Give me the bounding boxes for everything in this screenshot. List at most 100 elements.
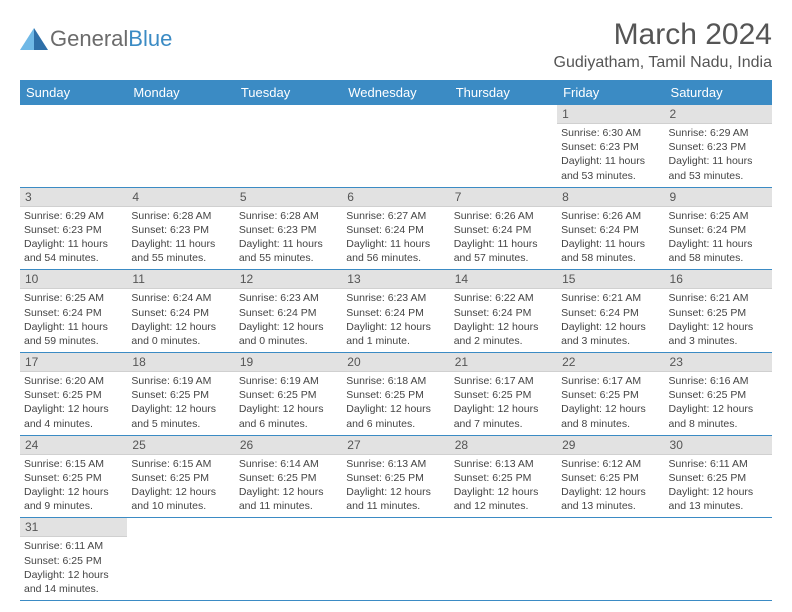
daylight-line: Daylight: 12 hours and 8 minutes. (669, 402, 768, 430)
calendar-cell: 27Sunrise: 6:13 AMSunset: 6:25 PMDayligh… (342, 435, 449, 518)
calendar-cell: 14Sunrise: 6:22 AMSunset: 6:24 PMDayligh… (450, 270, 557, 353)
sunrise-line: Sunrise: 6:12 AM (561, 457, 660, 471)
day-number: 2 (665, 105, 772, 124)
calendar-cell: 10Sunrise: 6:25 AMSunset: 6:24 PMDayligh… (20, 270, 127, 353)
day-details: Sunrise: 6:23 AMSunset: 6:24 PMDaylight:… (342, 289, 449, 352)
sunset-line: Sunset: 6:25 PM (454, 471, 553, 485)
day-details: Sunrise: 6:30 AMSunset: 6:23 PMDaylight:… (557, 124, 664, 187)
daylight-line: Daylight: 12 hours and 3 minutes. (669, 320, 768, 348)
day-details: Sunrise: 6:29 AMSunset: 6:23 PMDaylight:… (20, 207, 127, 270)
day-number: 9 (665, 188, 772, 207)
calendar-cell: 6Sunrise: 6:27 AMSunset: 6:24 PMDaylight… (342, 187, 449, 270)
calendar-cell: 4Sunrise: 6:28 AMSunset: 6:23 PMDaylight… (127, 187, 234, 270)
daylight-line: Daylight: 12 hours and 6 minutes. (346, 402, 445, 430)
sunrise-line: Sunrise: 6:28 AM (131, 209, 230, 223)
calendar-row: 31Sunrise: 6:11 AMSunset: 6:25 PMDayligh… (20, 518, 772, 601)
sunrise-line: Sunrise: 6:23 AM (239, 291, 338, 305)
sunset-line: Sunset: 6:23 PM (24, 223, 123, 237)
sunrise-line: Sunrise: 6:11 AM (669, 457, 768, 471)
day-details: Sunrise: 6:13 AMSunset: 6:25 PMDaylight:… (342, 455, 449, 518)
daylight-line: Daylight: 12 hours and 8 minutes. (561, 402, 660, 430)
sunset-line: Sunset: 6:24 PM (561, 306, 660, 320)
day-details: Sunrise: 6:17 AMSunset: 6:25 PMDaylight:… (557, 372, 664, 435)
daylight-line: Daylight: 12 hours and 3 minutes. (561, 320, 660, 348)
sunset-line: Sunset: 6:23 PM (239, 223, 338, 237)
sunrise-line: Sunrise: 6:19 AM (131, 374, 230, 388)
sunrise-line: Sunrise: 6:13 AM (346, 457, 445, 471)
day-number: 8 (557, 188, 664, 207)
day-details: Sunrise: 6:17 AMSunset: 6:25 PMDaylight:… (450, 372, 557, 435)
calendar-cell: 5Sunrise: 6:28 AMSunset: 6:23 PMDaylight… (235, 187, 342, 270)
daylight-line: Daylight: 11 hours and 56 minutes. (346, 237, 445, 265)
sunrise-line: Sunrise: 6:26 AM (454, 209, 553, 223)
sunrise-line: Sunrise: 6:15 AM (131, 457, 230, 471)
sunset-line: Sunset: 6:25 PM (131, 388, 230, 402)
day-details: Sunrise: 6:25 AMSunset: 6:24 PMDaylight:… (665, 207, 772, 270)
day-number: 20 (342, 353, 449, 372)
day-details: Sunrise: 6:18 AMSunset: 6:25 PMDaylight:… (342, 372, 449, 435)
day-number: 16 (665, 270, 772, 289)
calendar-cell (20, 105, 127, 187)
calendar-cell (235, 518, 342, 601)
day-details: Sunrise: 6:21 AMSunset: 6:25 PMDaylight:… (665, 289, 772, 352)
day-details: Sunrise: 6:15 AMSunset: 6:25 PMDaylight:… (20, 455, 127, 518)
sunset-line: Sunset: 6:25 PM (239, 388, 338, 402)
calendar-cell: 22Sunrise: 6:17 AMSunset: 6:25 PMDayligh… (557, 353, 664, 436)
day-number: 6 (342, 188, 449, 207)
calendar-cell (342, 105, 449, 187)
weekday-header: Wednesday (342, 80, 449, 105)
weekday-header: Sunday (20, 80, 127, 105)
daylight-line: Daylight: 12 hours and 11 minutes. (239, 485, 338, 513)
day-details: Sunrise: 6:13 AMSunset: 6:25 PMDaylight:… (450, 455, 557, 518)
calendar-cell: 30Sunrise: 6:11 AMSunset: 6:25 PMDayligh… (665, 435, 772, 518)
day-number: 12 (235, 270, 342, 289)
location: Gudiyatham, Tamil Nadu, India (554, 54, 772, 72)
calendar-cell: 13Sunrise: 6:23 AMSunset: 6:24 PMDayligh… (342, 270, 449, 353)
calendar-table: SundayMondayTuesdayWednesdayThursdayFrid… (20, 80, 772, 601)
sunrise-line: Sunrise: 6:13 AM (454, 457, 553, 471)
sunrise-line: Sunrise: 6:23 AM (346, 291, 445, 305)
header: GeneralBlue March 2024 Gudiyatham, Tamil… (20, 18, 772, 78)
weekday-row: SundayMondayTuesdayWednesdayThursdayFrid… (20, 80, 772, 105)
sunset-line: Sunset: 6:25 PM (669, 388, 768, 402)
calendar-cell (342, 518, 449, 601)
daylight-line: Daylight: 12 hours and 0 minutes. (239, 320, 338, 348)
daylight-line: Daylight: 12 hours and 13 minutes. (669, 485, 768, 513)
calendar-cell: 21Sunrise: 6:17 AMSunset: 6:25 PMDayligh… (450, 353, 557, 436)
sunset-line: Sunset: 6:23 PM (131, 223, 230, 237)
weekday-header: Monday (127, 80, 234, 105)
logo-text: GeneralBlue (50, 26, 172, 52)
sunset-line: Sunset: 6:25 PM (561, 471, 660, 485)
day-details: Sunrise: 6:28 AMSunset: 6:23 PMDaylight:… (235, 207, 342, 270)
sunset-line: Sunset: 6:25 PM (669, 471, 768, 485)
day-number: 28 (450, 436, 557, 455)
day-details: Sunrise: 6:19 AMSunset: 6:25 PMDaylight:… (127, 372, 234, 435)
calendar-row: 1Sunrise: 6:30 AMSunset: 6:23 PMDaylight… (20, 105, 772, 187)
calendar-cell: 28Sunrise: 6:13 AMSunset: 6:25 PMDayligh… (450, 435, 557, 518)
logo: GeneralBlue (20, 26, 172, 52)
daylight-line: Daylight: 12 hours and 14 minutes. (24, 568, 123, 596)
sunrise-line: Sunrise: 6:14 AM (239, 457, 338, 471)
daylight-line: Daylight: 11 hours and 58 minutes. (561, 237, 660, 265)
day-details: Sunrise: 6:23 AMSunset: 6:24 PMDaylight:… (235, 289, 342, 352)
day-number: 17 (20, 353, 127, 372)
calendar-cell: 12Sunrise: 6:23 AMSunset: 6:24 PMDayligh… (235, 270, 342, 353)
weekday-header: Saturday (665, 80, 772, 105)
day-details: Sunrise: 6:11 AMSunset: 6:25 PMDaylight:… (20, 537, 127, 600)
day-details: Sunrise: 6:26 AMSunset: 6:24 PMDaylight:… (450, 207, 557, 270)
sunset-line: Sunset: 6:25 PM (239, 471, 338, 485)
day-details: Sunrise: 6:14 AMSunset: 6:25 PMDaylight:… (235, 455, 342, 518)
day-number: 13 (342, 270, 449, 289)
sunset-line: Sunset: 6:24 PM (454, 223, 553, 237)
day-number: 1 (557, 105, 664, 124)
calendar-row: 17Sunrise: 6:20 AMSunset: 6:25 PMDayligh… (20, 353, 772, 436)
day-number: 3 (20, 188, 127, 207)
daylight-line: Daylight: 12 hours and 0 minutes. (131, 320, 230, 348)
calendar-cell: 1Sunrise: 6:30 AMSunset: 6:23 PMDaylight… (557, 105, 664, 187)
day-number: 18 (127, 353, 234, 372)
day-details: Sunrise: 6:27 AMSunset: 6:24 PMDaylight:… (342, 207, 449, 270)
sunrise-line: Sunrise: 6:17 AM (561, 374, 660, 388)
day-details: Sunrise: 6:16 AMSunset: 6:25 PMDaylight:… (665, 372, 772, 435)
day-details: Sunrise: 6:28 AMSunset: 6:23 PMDaylight:… (127, 207, 234, 270)
sunset-line: Sunset: 6:23 PM (561, 140, 660, 154)
